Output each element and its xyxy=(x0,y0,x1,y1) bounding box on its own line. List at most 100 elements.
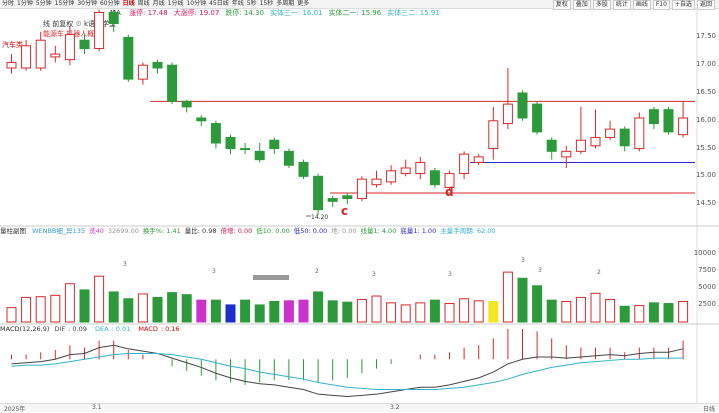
right-toolbar: 复权 叠加 多股 统计 画线 F10 +自选 返回 xyxy=(552,0,715,10)
ma-legend-item-2: 跌停: 14.30 xyxy=(225,9,264,17)
toolbar-button-7[interactable]: 返回 xyxy=(696,0,715,10)
volume-legend-item-5: 倍增: 0.00 xyxy=(220,227,253,235)
date-m2: 3.2 xyxy=(390,404,400,411)
candle-body xyxy=(21,45,32,69)
candle-body xyxy=(634,117,645,150)
volume-bar xyxy=(21,296,32,323)
volume-legend-item-10: 底量1: 1.00 xyxy=(400,227,437,235)
volume-bar xyxy=(371,295,382,323)
stock-title-prefix: 线 xyxy=(43,20,50,28)
volume-bar xyxy=(415,302,426,323)
period-tab-9[interactable]: 1分线 xyxy=(167,0,184,7)
candle-body xyxy=(269,139,280,150)
volume-bar xyxy=(444,303,455,323)
period-tab-12[interactable]: 年线 xyxy=(231,0,244,7)
volume-legend: 量柱副图 WENBB细_异135 洗40 32699.00 换手%: 1.41 量比: … xyxy=(0,227,504,236)
volume-legend-item-4: 量比: 0.98 xyxy=(184,227,217,235)
candle-body xyxy=(546,139,557,152)
volume-panel-title: 量柱副图 xyxy=(0,227,26,235)
ma-legend-item-4: 实体二一: 15.96 xyxy=(328,9,382,17)
volume-tick-0: 10000 xyxy=(693,248,716,257)
toolbar-button-1[interactable]: 叠加 xyxy=(572,0,591,10)
volume-bar xyxy=(181,294,192,323)
period-tab-2[interactable]: 5分钟 xyxy=(35,0,52,7)
period-tab-5[interactable]: 60分钟 xyxy=(99,0,120,7)
toolbar-button-3[interactable]: 统计 xyxy=(612,0,631,10)
volume-bar xyxy=(488,301,499,323)
volume-bar xyxy=(327,300,338,323)
candle-body xyxy=(181,100,192,108)
date-start: 2025年 xyxy=(4,406,26,413)
date-m1: 3.1 xyxy=(92,404,102,411)
volume-bar xyxy=(79,289,90,323)
volume-bar xyxy=(678,301,689,323)
volume-bar xyxy=(283,300,294,323)
candle-body xyxy=(94,11,105,50)
volume-bar xyxy=(123,298,134,323)
period-tab-1[interactable]: 1分钟 xyxy=(17,0,33,7)
volume-bar xyxy=(108,291,119,323)
period-tab-8[interactable]: 月线 xyxy=(152,0,165,7)
candle-body xyxy=(283,150,294,166)
ma-legend-items: 涨停: 17.48 大涨停: 19.07 跌停: 14.30 实体三一: 16.01 实… xyxy=(129,9,446,17)
candle-body xyxy=(459,153,470,175)
period-tab-7[interactable]: 周线 xyxy=(137,0,150,7)
volume-bar xyxy=(459,298,470,323)
candle-body xyxy=(225,136,236,150)
volume-bar xyxy=(94,275,105,323)
volume-mark: 3 xyxy=(372,271,376,278)
period-tab-10[interactable]: 10分钟 xyxy=(186,0,207,7)
volume-legend-item-9: 线量1: 4.00 xyxy=(360,227,397,235)
period-tab-15[interactable]: 多周期 xyxy=(276,0,295,7)
volume-bar xyxy=(254,304,265,323)
candle-body xyxy=(473,156,484,163)
volume-legend-item-1: 洗40 xyxy=(89,227,104,235)
tag-energy-car[interactable]: 能源车 xyxy=(43,30,64,38)
volume-bar xyxy=(137,293,148,323)
volume-bar xyxy=(225,304,236,323)
period-tab-14[interactable]: 15秒 xyxy=(259,0,274,7)
toolbar-button-2[interactable]: 多股 xyxy=(592,0,611,10)
period-tab-11[interactable]: 45日线 xyxy=(209,0,229,7)
volume-bar xyxy=(648,302,659,323)
candle-body xyxy=(327,198,338,202)
period-tab-4[interactable]: 30分钟 xyxy=(77,0,97,7)
tag-robot[interactable]: 机器人概念 xyxy=(66,30,102,38)
candle-body xyxy=(298,161,309,177)
toolbar-button-4[interactable]: 画线 xyxy=(632,0,651,10)
gear-icon[interactable]: ⚙ xyxy=(75,20,82,28)
volume-bar xyxy=(240,299,251,323)
period-tab-6[interactable]: 日线 xyxy=(122,0,135,7)
adjust-label[interactable]: 前复权 xyxy=(52,20,74,28)
ma-legend-item-3: 实体三一: 16.01 xyxy=(269,9,323,17)
period-tab-16[interactable]: 更多 xyxy=(297,0,310,7)
volume-bar xyxy=(152,296,163,323)
volume-bar xyxy=(561,301,572,323)
toolbar-button-6[interactable]: +自选 xyxy=(671,0,695,10)
candle-body xyxy=(313,175,324,211)
candle-body xyxy=(590,136,601,147)
volume-legend-item-7: 低50: 0.00 xyxy=(293,227,328,235)
candle-body xyxy=(429,170,440,186)
toolbar-button-0[interactable]: 复权 xyxy=(552,0,571,10)
period-tab-13[interactable]: 5秒 xyxy=(246,0,257,7)
candle-body xyxy=(342,195,353,200)
annotation-d: d xyxy=(445,185,454,199)
sector-label[interactable]: 汽车类 xyxy=(2,41,23,49)
candle-body xyxy=(356,178,367,200)
candle-body xyxy=(444,173,455,188)
candle-body xyxy=(240,148,251,151)
period-tab-3[interactable]: 15分钟 xyxy=(54,0,75,7)
volume-bar xyxy=(590,292,601,323)
toolbar-button-5[interactable]: F10 xyxy=(652,0,670,10)
volume-mark: 2 xyxy=(597,269,601,276)
candle-body xyxy=(64,34,75,61)
volume-tick-3: 2500 xyxy=(698,299,716,308)
candle-body xyxy=(254,150,265,161)
volume-bar xyxy=(210,299,221,323)
candle-body xyxy=(415,161,426,175)
candle-body xyxy=(488,120,499,150)
volume-bar xyxy=(386,302,397,323)
period-tab-0[interactable]: 分时 xyxy=(2,0,15,7)
